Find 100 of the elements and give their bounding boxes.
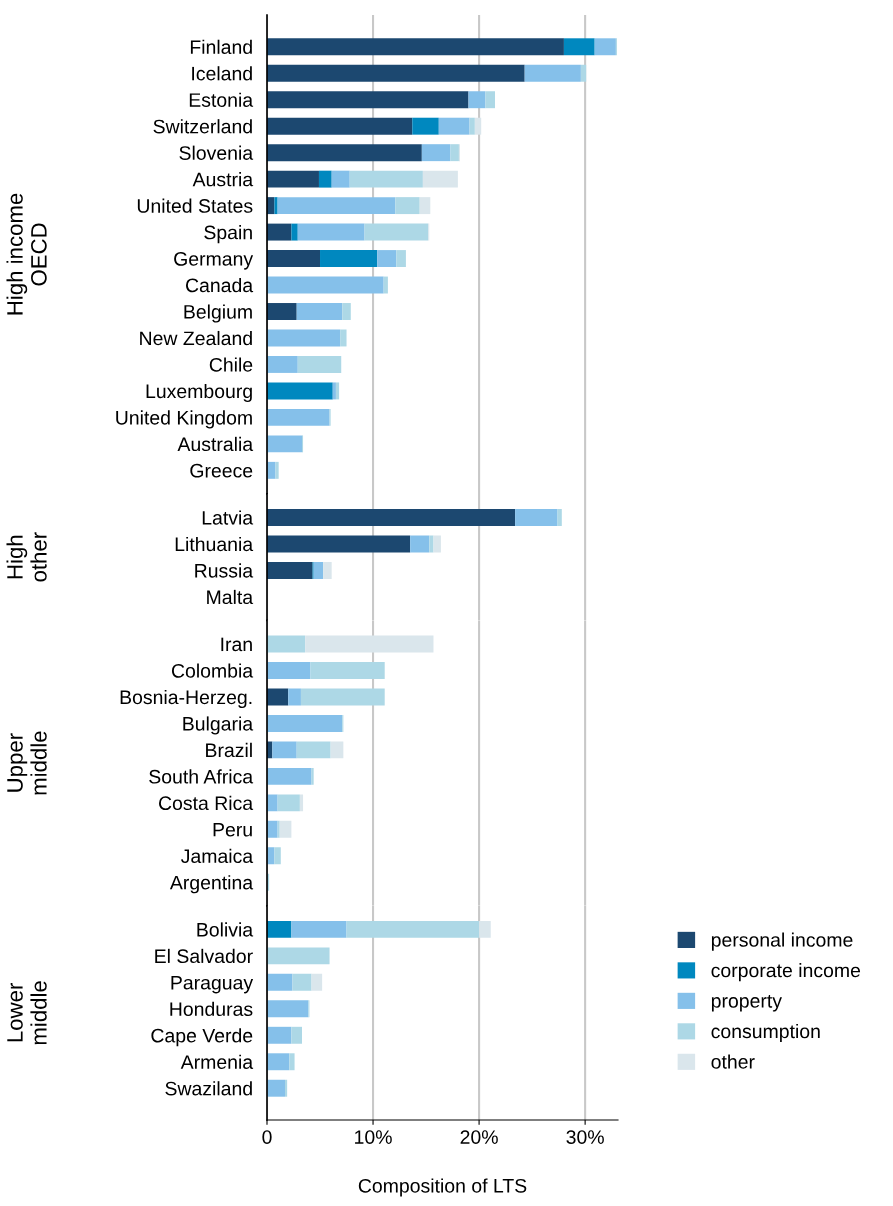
y-tick-label: Peru — [213, 822, 252, 837]
y-axis-title: High other — [6, 532, 47, 582]
bar — [267, 435, 302, 453]
bar — [311, 973, 323, 991]
bar — [299, 794, 304, 812]
bar — [580, 64, 587, 82]
bar — [296, 303, 343, 320]
bar — [364, 223, 429, 241]
bar — [342, 303, 351, 320]
y-tick-label: United Kingdom — [116, 410, 252, 429]
bar — [279, 820, 292, 838]
bar — [515, 508, 558, 526]
y-tick-label: Bolivia — [197, 922, 254, 937]
x-axis-title: Composition of LTS — [358, 1178, 527, 1197]
bar — [267, 382, 333, 400]
bar — [422, 170, 458, 188]
x-tick-label: 10% — [355, 1130, 392, 1144]
bar — [297, 223, 365, 241]
bar — [318, 170, 332, 188]
bar — [557, 508, 562, 526]
bar — [274, 847, 281, 865]
bar — [267, 662, 311, 679]
y-tick-label: Latvia — [202, 510, 254, 525]
bar — [331, 170, 350, 188]
y-tick-label: Russia — [195, 563, 254, 578]
y-tick-label: Brazil — [206, 742, 252, 758]
y-tick-label: Finland — [190, 39, 252, 55]
bar — [267, 355, 298, 373]
bar — [320, 250, 378, 268]
bar — [277, 820, 280, 838]
bar — [313, 561, 324, 579]
bar — [267, 38, 564, 56]
bar — [412, 117, 439, 135]
y-tick-label: Iran — [221, 637, 252, 652]
bar — [267, 767, 312, 785]
bar — [274, 197, 278, 215]
bar — [396, 250, 406, 268]
bar — [346, 920, 480, 938]
bar — [267, 535, 411, 553]
bar — [285, 1079, 288, 1097]
bar — [267, 170, 319, 188]
bar — [421, 144, 451, 162]
y-tick-label: Argentina — [169, 875, 254, 894]
y-tick-label: Costa Rica — [159, 795, 254, 811]
y-tick-label: Australia — [177, 436, 254, 452]
bar — [377, 250, 397, 268]
bar — [296, 741, 331, 759]
bar — [267, 920, 292, 938]
bar — [310, 662, 385, 679]
bar — [305, 635, 434, 653]
bar — [288, 688, 301, 706]
y-tick-label: Chile — [209, 357, 253, 372]
y-tick-label: Bulgaria — [183, 716, 254, 735]
bar — [332, 382, 336, 400]
y-tick-label: Iceland — [192, 66, 252, 81]
bar — [291, 1026, 302, 1044]
bar — [468, 91, 486, 109]
bar — [469, 117, 475, 135]
bar — [267, 250, 321, 268]
bar — [410, 535, 430, 553]
bar — [419, 197, 431, 215]
bar — [330, 741, 344, 759]
y-tick-label: Cape Verde — [151, 1028, 253, 1047]
bar — [267, 1000, 309, 1018]
y-tick-label: El Salvador — [155, 948, 253, 964]
y-tick-label: Belgium — [184, 304, 252, 323]
bar — [267, 635, 306, 653]
legend-label: corporate income — [711, 963, 861, 982]
bar — [267, 276, 384, 294]
y-tick-label: Colombia — [171, 663, 254, 678]
bar — [272, 741, 297, 759]
bar — [267, 91, 469, 109]
y-axis-title: Upper middle — [7, 731, 47, 795]
bar — [267, 223, 292, 241]
legend-label: property — [711, 995, 782, 1012]
bar — [267, 329, 341, 347]
bar — [267, 64, 525, 82]
legend-label: other — [711, 1054, 755, 1069]
y-tick-label: Estonia — [189, 92, 254, 107]
y-tick-label: Swaziland — [165, 1081, 252, 1096]
legend-label: consumption — [711, 1023, 820, 1043]
bar — [323, 561, 332, 579]
bar — [300, 688, 385, 706]
bar — [267, 947, 330, 965]
bar — [594, 38, 616, 56]
bar — [383, 276, 388, 294]
bar — [340, 329, 347, 347]
y-tick-label: Armenia — [180, 1054, 254, 1069]
bar — [524, 64, 581, 82]
y-tick-label: Honduras — [170, 1001, 253, 1017]
x-tick-label: 20% — [460, 1130, 498, 1144]
bar — [563, 38, 595, 56]
bar — [267, 561, 313, 579]
bar — [267, 1026, 292, 1044]
bar — [267, 688, 289, 706]
bar — [267, 508, 516, 526]
bar — [289, 1053, 295, 1071]
y-tick-label: South Africa — [149, 769, 254, 784]
y-tick-label: Paraguay — [171, 976, 254, 994]
bar — [395, 197, 420, 215]
